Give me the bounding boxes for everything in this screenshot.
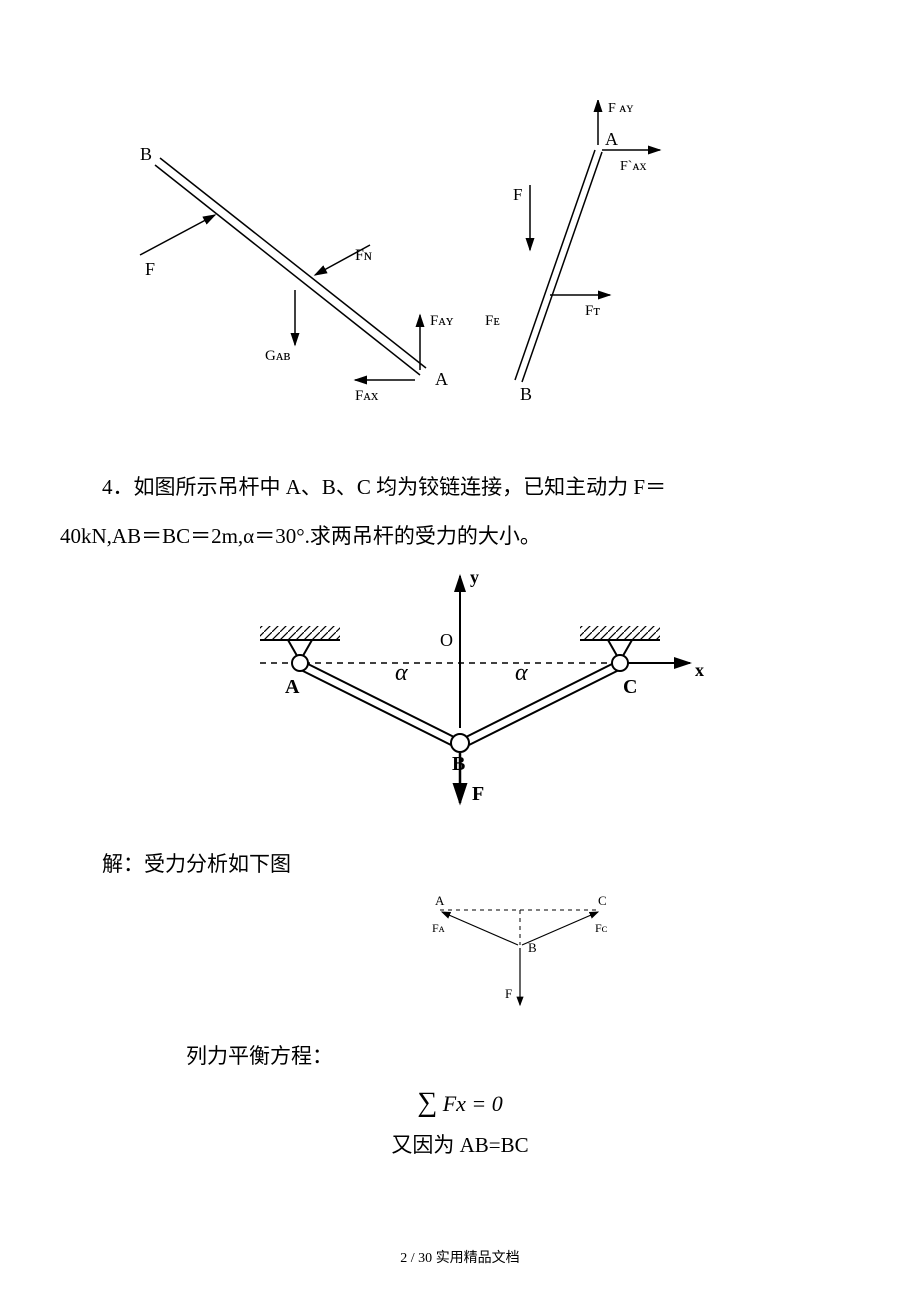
label-F-right: F (513, 185, 522, 204)
label-FAX-right: F`ᴀx (620, 159, 646, 174)
label-FC3: Fᴄ (595, 921, 608, 935)
label-F2: F (472, 783, 484, 805)
figure-free-body-diagrams: B A F Fɴ Gᴀʙ Fᴀʏ Fᴀx (100, 100, 860, 425)
label-A-right: A (605, 129, 618, 149)
label-A3: A (435, 893, 445, 908)
label-FE: Fᴇ (485, 313, 500, 329)
eq1-body: Fx = 0 (443, 1091, 503, 1116)
label-alpha2: α (515, 660, 528, 686)
sigma-symbol: ∑ (417, 1087, 437, 1118)
label-alpha1: α (395, 660, 408, 686)
page-footer: 2 / 30 实用精品文档 (0, 1247, 920, 1267)
footer-suffix: 实用精品文档 (436, 1251, 520, 1266)
right-diagram: A B F ᴀʏ F`ᴀx F Fᴛ Fᴇ (485, 100, 660, 404)
label-GAB: Gᴀʙ (265, 348, 290, 364)
figure-force-analysis: A C B Fᴀ Fᴄ F (60, 890, 860, 1025)
label-F3: F (505, 986, 512, 1001)
label-FAY: Fᴀʏ (430, 313, 454, 329)
label-FA3: Fᴀ (432, 921, 446, 935)
equation-intro: 列力平衡方程： (60, 1035, 860, 1077)
solution-intro: 解：受力分析如下图 (60, 843, 860, 885)
figure-hanging-bars: y x O (60, 568, 860, 823)
left-diagram: B A F Fɴ Gᴀʙ Fᴀʏ Fᴀx (140, 144, 454, 404)
label-B-right: B (520, 384, 532, 404)
eq2-body: AB=BC (460, 1133, 529, 1157)
label-B3: B (528, 940, 537, 955)
problem-body1: 如图所示吊杆中 A、B、C 均为铰链连接，已知主动力 F＝ (134, 475, 667, 499)
label-FN: Fɴ (355, 247, 372, 264)
label-C2: C (623, 676, 637, 698)
problem-text-line1: 4．如图所示吊杆中 A、B、C 均为铰链连接，已知主动力 F＝ (60, 465, 860, 509)
problem-number: 4． (102, 475, 134, 499)
label-O: O (440, 630, 453, 650)
label-x: x (695, 660, 704, 680)
equation-ab-bc: 又因为 AB=BC (60, 1129, 860, 1159)
document-page: B A F Fɴ Gᴀʙ Fᴀʏ Fᴀx (0, 0, 920, 1302)
label-A: A (435, 369, 448, 389)
label-FAY-right: F ᴀʏ (608, 101, 633, 116)
label-B: B (140, 144, 152, 164)
label-y: y (470, 568, 479, 587)
label-C3: C (598, 893, 607, 908)
problem-text-line2: 40kN,AB＝BC＝2m,α＝30°.求两吊杆的受力的大小。 (60, 514, 860, 558)
label-B2: B (452, 753, 465, 775)
label-FAX: Fᴀx (355, 388, 379, 404)
label-F: F (145, 259, 155, 279)
eq2-prefix: 又因为 (391, 1133, 459, 1157)
label-A2: A (285, 676, 300, 698)
footer-page: 2 / 30 (400, 1251, 432, 1266)
equation-sum-fx: ∑ Fx = 0 (60, 1087, 860, 1119)
label-FT: Fᴛ (585, 303, 600, 319)
